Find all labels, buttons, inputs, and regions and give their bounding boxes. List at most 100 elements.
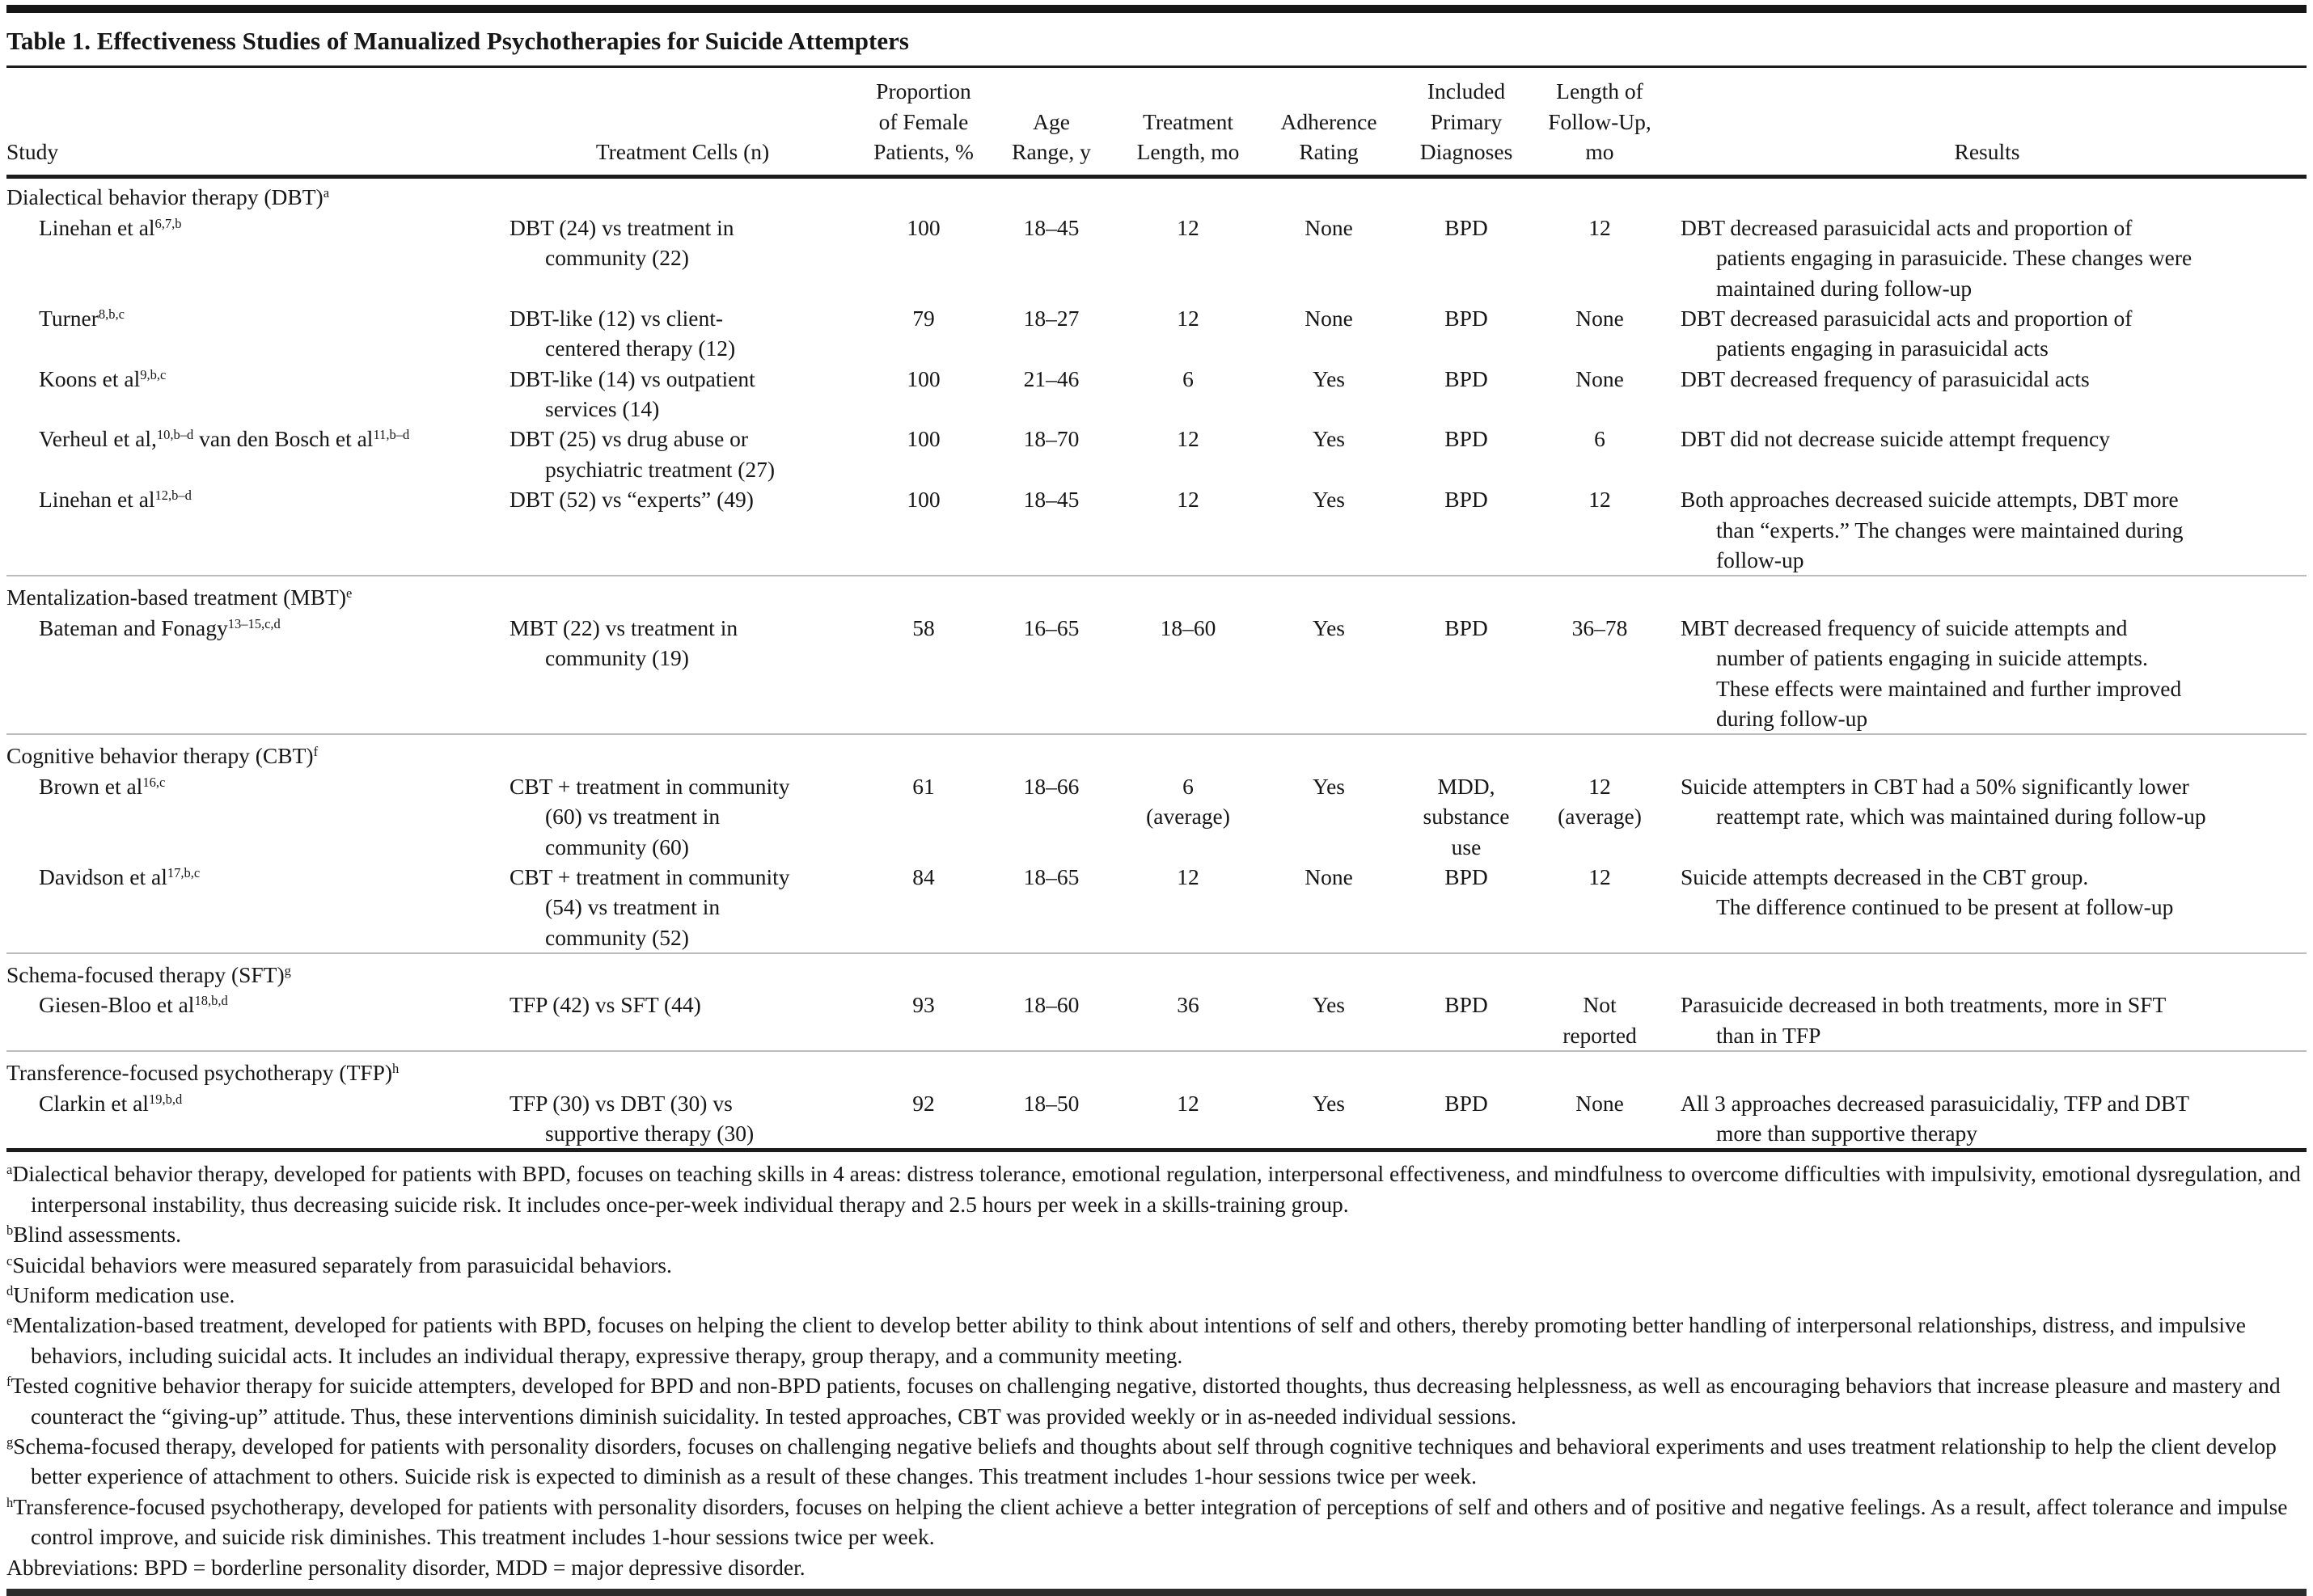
- section-row: Transference-focused psychotherapy (TFP)…: [6, 1050, 2307, 1088]
- age-range-cell: 18–45: [1023, 214, 1080, 240]
- study-row: Brown et al16,c CBT + treatment in commun…: [6, 771, 2307, 862]
- adherence-rating-cell: Yes: [1312, 1090, 1345, 1116]
- superscript-refs: h: [6, 1494, 14, 1510]
- footnote-d: dUniform medication use.: [6, 1282, 235, 1307]
- diagnoses-cell: BPD: [1444, 365, 1488, 391]
- section-row: Mentalization-based treatment (MBT)e: [6, 575, 2307, 613]
- superscript-refs: f: [6, 1374, 11, 1390]
- female-percent-cell: 92: [912, 1090, 935, 1116]
- results-cell: DBT decreased frequency of parasuicidal …: [1681, 365, 2090, 391]
- effectiveness-table: Study Treatment Cells (n) Proportion of Fe…: [6, 68, 2307, 1148]
- footnote-e: eMentalization-based treatment, develope…: [6, 1312, 2246, 1368]
- footnote-c: cSuicidal behaviors were measured separa…: [6, 1252, 672, 1277]
- treatment-cell: CBT + treatment in community (54) vs tre…: [510, 863, 790, 950]
- adherence-rating-cell: Yes: [1312, 992, 1345, 1018]
- age-range-cell: 18–45: [1023, 487, 1080, 513]
- study-cell: Brown et al16,c: [39, 773, 166, 799]
- column-header-female: Proportion of Female Patients, %: [864, 68, 983, 179]
- footnote-b: bBlind assessments.: [6, 1222, 182, 1248]
- followup-length-cell: 12: [1588, 487, 1611, 513]
- adherence-rating-cell: Yes: [1312, 365, 1345, 391]
- superscript-refs: e: [6, 1313, 13, 1329]
- study-cell: Koons et al9,b,c: [39, 365, 167, 391]
- table-bottom-rule: [6, 1148, 2307, 1153]
- superscript-refs: d: [6, 1282, 14, 1298]
- diagnoses-cell: BPD: [1444, 487, 1488, 513]
- treatment-length-cell: 12: [1177, 863, 1199, 889]
- results-cell: DBT did not decrease suicide attempt fre…: [1681, 426, 2110, 452]
- treatment-cell: DBT (52) vs “experts” (49): [510, 487, 754, 513]
- study-row: Giesen-Bloo et al18,b,d TFP (42) vs SFT (…: [6, 990, 2307, 1051]
- diagnoses-cell: BPD: [1444, 426, 1488, 452]
- followup-length-cell: Not reported: [1562, 992, 1637, 1048]
- study-cell: Turner8,b,c: [39, 305, 125, 331]
- treatment-cell: DBT (25) vs drug abuse or psychiatric tr…: [510, 426, 776, 482]
- treatment-cell: DBT (24) vs treatment in community (22): [510, 214, 734, 271]
- study-cell: Davidson et al17,b,c: [39, 863, 201, 889]
- superscript-refs: 9,b,c: [140, 366, 167, 382]
- superscript-refs: h: [392, 1061, 400, 1077]
- results-cell: Parasuicide decreased in both treatments…: [1681, 992, 2167, 1048]
- study-row: Davidson et al17,b,c CBT + treatment in c…: [6, 862, 2307, 953]
- section-row: Schema-focused therapy (SFT)g: [6, 952, 2307, 990]
- section-title: Dialectical behavior therapy (DBT)a: [6, 184, 330, 210]
- study-row: Linehan et al12,b–d DBT (52) vs “experts”…: [6, 484, 2307, 576]
- female-percent-cell: 58: [912, 614, 935, 640]
- results-cell: Both approaches decreased suicide attemp…: [1681, 487, 2184, 573]
- adherence-rating-cell: None: [1304, 214, 1353, 240]
- section-title: Mentalization-based treatment (MBT)e: [6, 575, 2307, 613]
- column-header-length: Treatment Length, mo: [1119, 68, 1257, 179]
- header-row: Study Treatment Cells (n) Proportion of Fe…: [6, 68, 2307, 179]
- superscript-refs: 13–15,c,d: [227, 615, 281, 631]
- superscript-refs: c: [6, 1252, 13, 1269]
- treatment-cell: DBT-like (12) vs client- centered therap…: [510, 305, 736, 361]
- treatment-length-cell: 12: [1177, 1090, 1199, 1116]
- column-header-study: Study: [6, 68, 501, 179]
- superscript-refs: a: [323, 185, 330, 201]
- age-range-cell: 18–27: [1023, 305, 1080, 331]
- study-row: Linehan et al6,7,b DBT (24) vs treatment …: [6, 213, 2307, 303]
- footnotes: aDialectical behavior therapy, developed…: [6, 1152, 2307, 1552]
- treatment-cell: DBT-like (14) vs outpatient services (14…: [510, 365, 755, 422]
- female-percent-cell: 79: [912, 305, 935, 331]
- superscript-refs: 17,b,c: [167, 864, 201, 880]
- female-percent-cell: 100: [907, 487, 941, 513]
- treatment-length-cell: 12: [1177, 214, 1199, 240]
- adherence-rating-cell: Yes: [1312, 773, 1345, 799]
- study-cell: Linehan et al12,b–d: [39, 487, 192, 513]
- followup-length-cell: None: [1575, 305, 1624, 331]
- adherence-rating-cell: None: [1304, 305, 1353, 331]
- age-range-cell: 18–50: [1023, 1090, 1080, 1116]
- superscript-refs: e: [346, 585, 353, 602]
- age-range-cell: 18–65: [1023, 863, 1080, 889]
- results-cell: DBT decreased parasuicidal acts and prop…: [1681, 305, 2133, 361]
- adherence-rating-cell: Yes: [1312, 614, 1345, 640]
- followup-length-cell: 36–78: [1571, 614, 1628, 640]
- section-title: Transference-focused psychotherapy (TFP)…: [6, 1050, 2307, 1088]
- treatment-cell: TFP (42) vs SFT (44): [510, 992, 701, 1018]
- followup-length-cell: None: [1575, 1090, 1624, 1116]
- treatment-length-cell: 12: [1177, 426, 1199, 452]
- female-percent-cell: 100: [907, 426, 941, 452]
- followup-length-cell: None: [1575, 365, 1624, 391]
- female-percent-cell: 100: [907, 365, 941, 391]
- age-range-cell: 21–46: [1023, 365, 1080, 391]
- female-percent-cell: 93: [912, 992, 935, 1018]
- section-row: Dialectical behavior therapy (DBT)a: [6, 177, 2307, 213]
- followup-length-cell: 12 (average): [1558, 773, 1642, 830]
- column-header-age: Age Range, y: [983, 68, 1119, 179]
- superscript-refs: g: [6, 1433, 14, 1450]
- column-header-diagnoses: Included Primary Diagnoses: [1401, 68, 1532, 179]
- study-cell: Verheul et al,10,b–d van den Bosch et al…: [39, 426, 410, 452]
- abbreviations-note: Abbreviations: BPD = borderline personal…: [6, 1554, 806, 1580]
- diagnoses-cell: BPD: [1444, 214, 1488, 240]
- superscript-refs: 11,b–d: [373, 427, 410, 443]
- female-percent-cell: 61: [912, 773, 935, 799]
- age-range-cell: 18–60: [1023, 992, 1080, 1018]
- adherence-rating-cell: Yes: [1312, 426, 1345, 452]
- superscript-refs: 16,c: [142, 774, 166, 790]
- treatment-length-cell: 6: [1182, 365, 1194, 391]
- diagnoses-cell: MDD, substance use: [1423, 773, 1510, 859]
- study-row: Clarkin et al19,b,d TFP (30) vs DBT (30) …: [6, 1088, 2307, 1149]
- study-cell: Linehan et al6,7,b: [39, 214, 182, 240]
